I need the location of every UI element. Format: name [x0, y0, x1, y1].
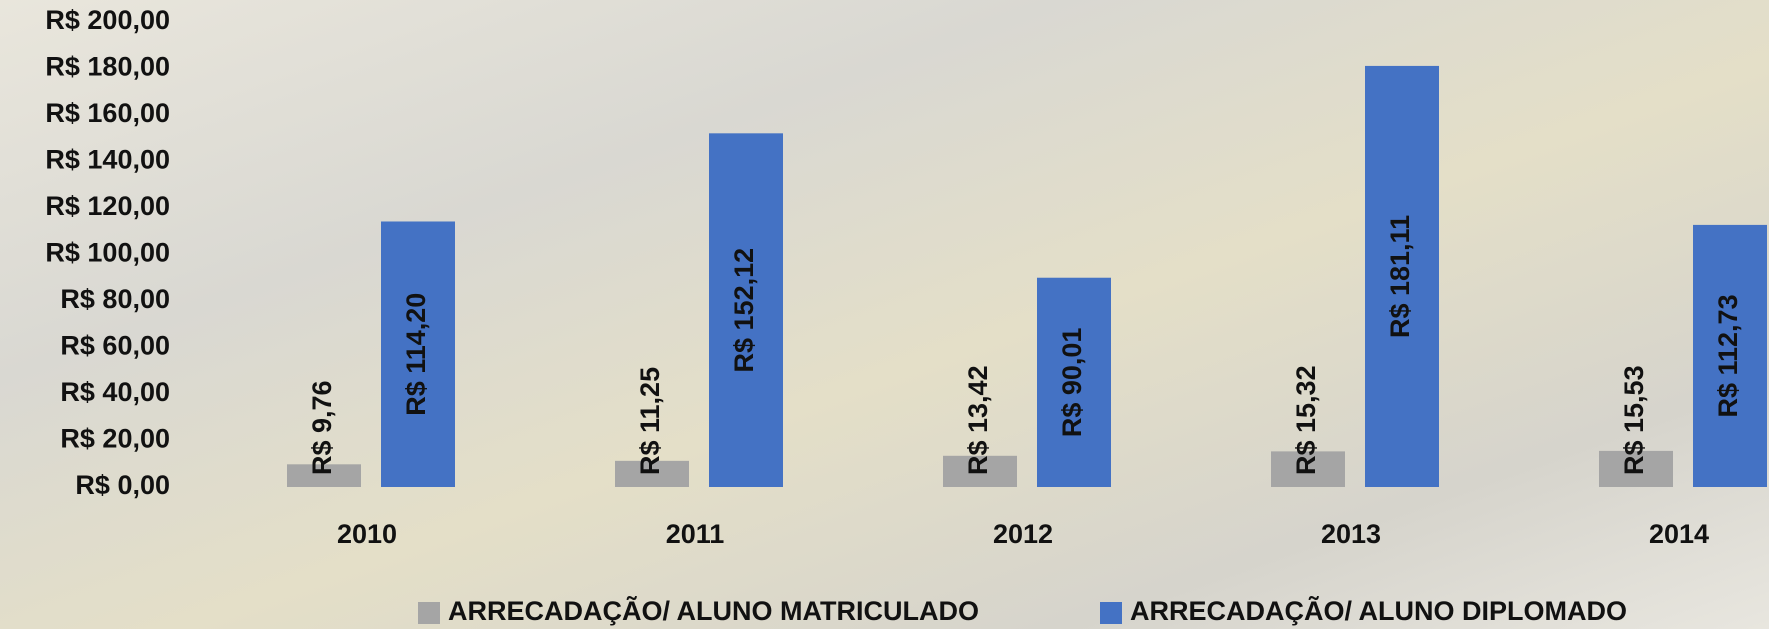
y-tick-label: R$ 80,00: [60, 284, 170, 314]
x-tick-label: 2013: [1321, 519, 1381, 549]
value-label: R$ 90,01: [1057, 328, 1087, 438]
value-label: R$ 13,42: [963, 365, 993, 475]
legend-swatch: [1100, 602, 1122, 624]
y-tick-label: R$ 140,00: [45, 145, 170, 175]
legend-label: ARRECADAÇÃO/ ALUNO MATRICULADO: [448, 595, 979, 626]
value-label: R$ 15,32: [1291, 365, 1321, 475]
legend-swatch: [418, 602, 440, 624]
background: [0, 0, 1769, 629]
value-label: R$ 11,25: [635, 367, 665, 475]
y-tick-label: R$ 120,00: [45, 191, 170, 221]
y-tick-label: R$ 40,00: [60, 377, 170, 407]
x-tick-label: 2012: [993, 519, 1053, 549]
x-tick-label: 2010: [337, 519, 397, 549]
value-label: R$ 15,53: [1619, 365, 1649, 475]
y-tick-label: R$ 20,00: [60, 424, 170, 454]
y-tick-label: R$ 0,00: [75, 470, 170, 500]
y-tick-label: R$ 60,00: [60, 331, 170, 361]
value-label: R$ 112,73: [1713, 294, 1743, 417]
y-tick-label: R$ 160,00: [45, 98, 170, 128]
y-tick-label: R$ 200,00: [45, 5, 170, 35]
value-label: R$ 9,76: [307, 380, 337, 475]
value-label: R$ 181,11: [1385, 215, 1415, 338]
legend-label: ARRECADAÇÃO/ ALUNO DIPLOMADO: [1130, 595, 1627, 626]
y-tick-label: R$ 180,00: [45, 52, 170, 82]
y-tick-label: R$ 100,00: [45, 238, 170, 268]
chart: R$ 0,00 R$ 20,00 R$ 40,00 R$ 60,00 R$ 80,00 R…: [0, 0, 1769, 629]
value-label: R$ 152,12: [729, 248, 759, 373]
value-label: R$ 114,20: [401, 293, 431, 416]
x-tick-label: 2011: [666, 519, 725, 549]
x-tick-label: 2014: [1649, 519, 1709, 549]
